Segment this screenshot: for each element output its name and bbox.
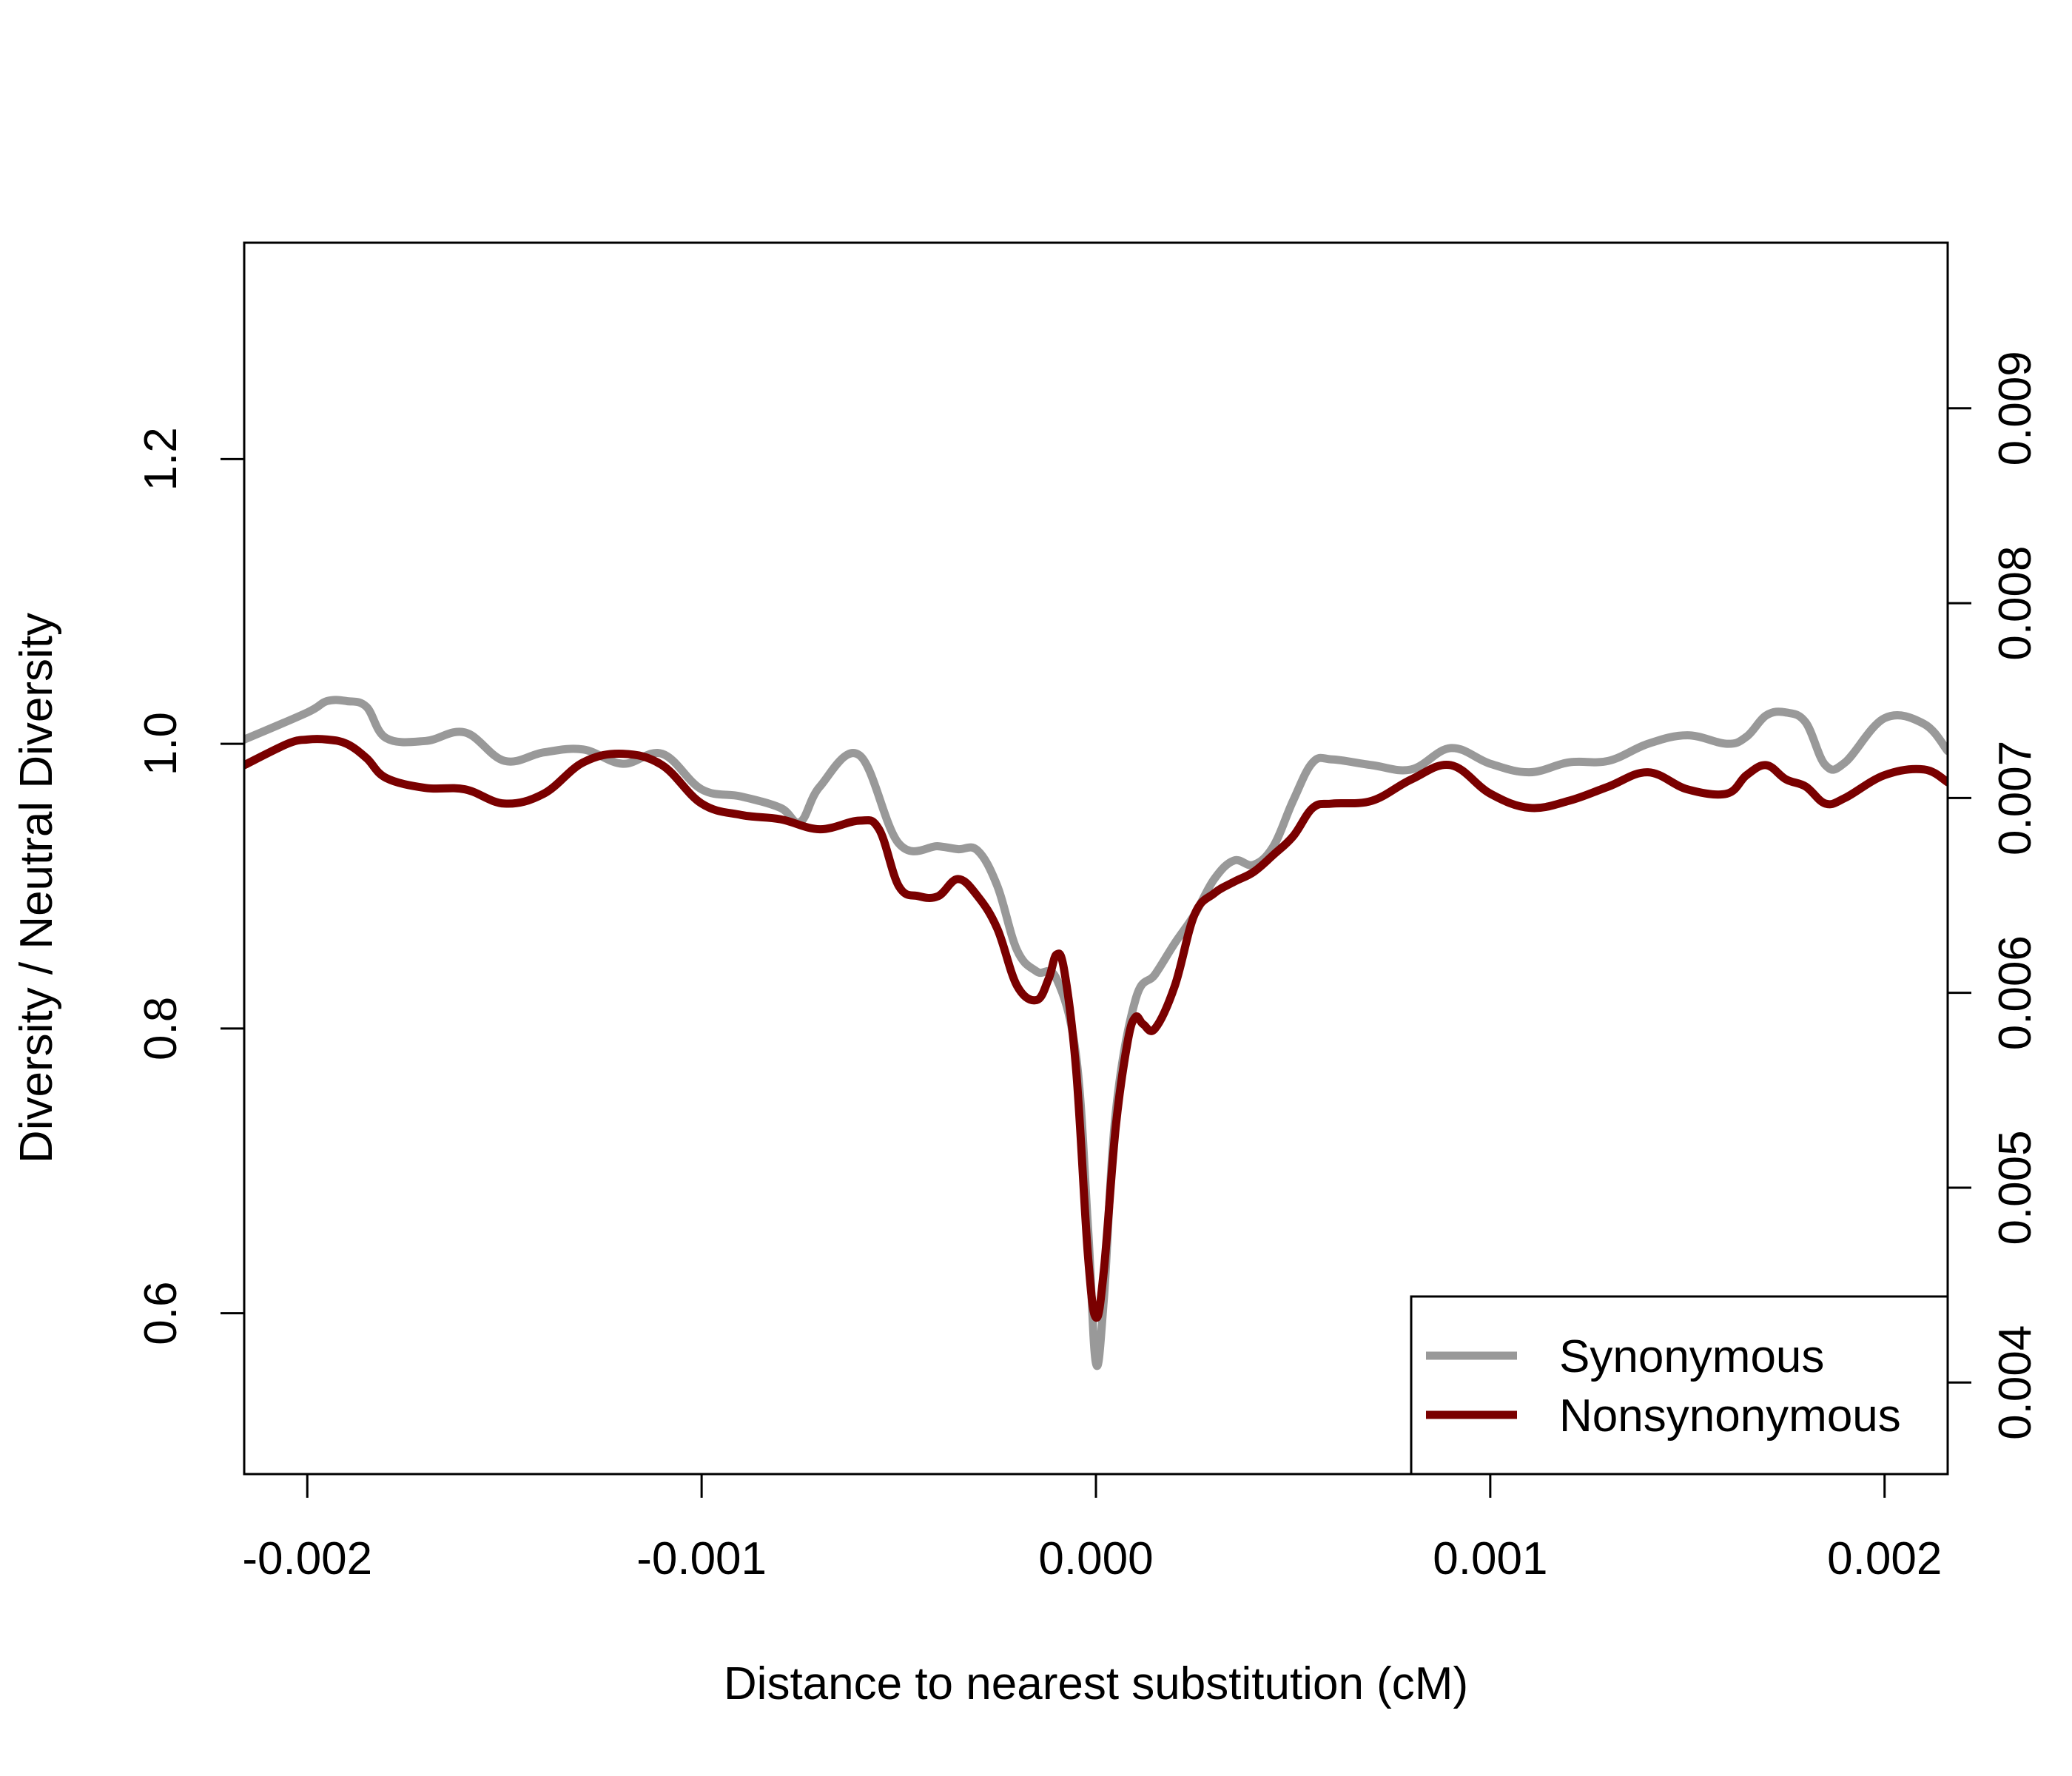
x-tick-label: 0.000 xyxy=(1038,1533,1153,1584)
legend-label-nonsynonymous: Nonsynonymous xyxy=(1559,1390,1901,1442)
y2-tick-label: 0.006 xyxy=(1990,935,2041,1050)
y-axis-title: Diversity / Neutral Diversity xyxy=(11,613,62,1163)
y-tick-label: 1.0 xyxy=(135,712,186,776)
legend: Synonymous Nonsynonymous xyxy=(1410,1295,1949,1476)
series-line-synonymous xyxy=(244,696,1948,1370)
x-tick-label: 0.002 xyxy=(1827,1533,1942,1584)
legend-label-synonymous: Synonymous xyxy=(1559,1331,1824,1382)
y-tick-label: 0.6 xyxy=(135,1282,186,1345)
y-tick-label: 0.8 xyxy=(135,997,186,1060)
series-line-nonsynonymous xyxy=(244,735,1948,1322)
y2-axis: 0.004 0.005 0.006 0.007 0.008 0.009 xyxy=(1948,351,2041,1440)
x-axis: -0.002 -0.001 0.000 0.001 0.002 xyxy=(242,1474,1942,1584)
y2-tick-label: 0.008 xyxy=(1990,546,2041,661)
y2-tick-label: 0.009 xyxy=(1990,351,2041,465)
y-tick-label: 1.2 xyxy=(135,427,186,491)
x-axis-title: Distance to nearest substitution (cM) xyxy=(724,1658,1468,1709)
legend-box xyxy=(1410,1295,1949,1476)
series-layer xyxy=(244,696,1948,1370)
x-tick-label: -0.002 xyxy=(242,1533,372,1584)
y2-tick-label: 0.004 xyxy=(1990,1325,2041,1440)
plot-frame xyxy=(243,241,1949,1476)
x-tick-label: -0.001 xyxy=(636,1533,767,1584)
y-axis: 0.6 0.8 1.0 1.2 xyxy=(135,427,244,1345)
x-tick-label: 0.001 xyxy=(1433,1533,1547,1584)
y2-tick-label: 0.007 xyxy=(1990,741,2041,855)
y2-tick-label: 0.005 xyxy=(1990,1130,2041,1245)
